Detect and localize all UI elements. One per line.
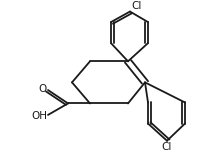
Text: OH: OH [31,111,47,122]
Text: O: O [39,84,47,94]
Text: Cl: Cl [162,142,172,152]
Text: Cl: Cl [131,1,141,11]
